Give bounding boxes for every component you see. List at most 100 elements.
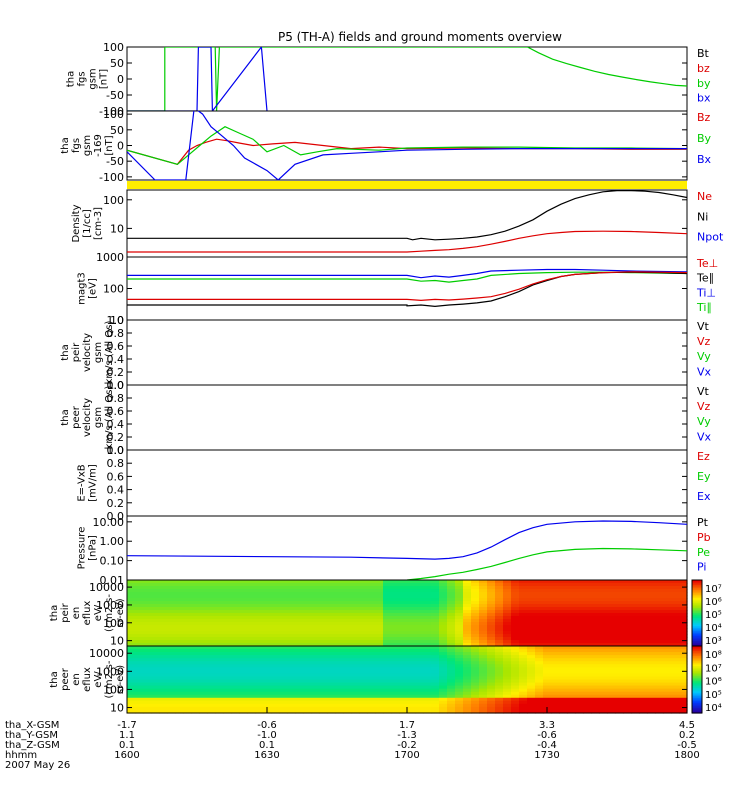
- y-tick-label: 0.4: [107, 353, 125, 366]
- spectrogram-cell: [615, 601, 624, 605]
- spectrogram-cell: [183, 595, 192, 599]
- spectrogram-cell: [543, 649, 552, 653]
- spectrogram-cell: [175, 688, 184, 693]
- spectrogram-cell: [455, 670, 464, 675]
- spectrogram-cell: [175, 604, 184, 608]
- spectrogram-cell: [399, 601, 408, 605]
- spectrogram-cell: [615, 655, 624, 659]
- y-tick-label: 0.2: [107, 366, 125, 379]
- spectrogram-cell: [607, 664, 616, 668]
- spectrogram-cell: [159, 583, 168, 587]
- spectrogram-cell: [223, 667, 232, 671]
- spectrogram-cell: [447, 616, 456, 620]
- spectrogram-cell: [519, 661, 528, 665]
- spectrogram-cell: [183, 685, 192, 690]
- series-line-Bx: [127, 111, 687, 180]
- spectrogram-cell: [583, 709, 592, 714]
- spectrogram-cell: [151, 685, 160, 690]
- colorbar-cell: [692, 617, 702, 621]
- spectrogram-cell: [671, 646, 680, 650]
- spectrogram-cell: [287, 592, 296, 596]
- spectrogram-cell: [431, 655, 440, 659]
- spectrogram-cell: [407, 676, 416, 681]
- spectrogram-cell: [327, 682, 336, 687]
- spectrogram-cell: [503, 649, 512, 653]
- spectrogram-cell: [351, 706, 360, 711]
- spectrogram-cell: [655, 604, 664, 608]
- ephemeris-value: 0.2: [679, 730, 695, 741]
- spectrogram-cell: [263, 700, 272, 705]
- colorbar-tick-label: 10⁷: [705, 663, 722, 674]
- spectrogram-cell: [311, 595, 320, 599]
- spectrogram-cell: [575, 607, 584, 611]
- series-line-bx: [127, 47, 268, 111]
- spectrogram-cell: [439, 601, 448, 605]
- spectrogram-cell: [583, 667, 592, 671]
- spectrogram-cell: [631, 673, 640, 678]
- spectrogram-cell: [287, 646, 296, 650]
- spectrogram-cell: [231, 691, 240, 696]
- spectrogram-cell: [303, 583, 312, 587]
- spectrogram-cell: [391, 694, 400, 699]
- spectrogram-cell: [223, 664, 232, 668]
- spectrogram-cell: [199, 652, 208, 656]
- spectrogram-cell: [223, 694, 232, 699]
- spectrogram-cell: [559, 619, 568, 623]
- spectrogram-cell: [519, 625, 528, 629]
- spectrogram-cell: [343, 691, 352, 696]
- spectrogram-cell: [447, 682, 456, 687]
- spectrogram-cell: [639, 589, 648, 593]
- spectrogram-cell: [279, 661, 288, 665]
- spectrogram-cell: [655, 601, 664, 605]
- spectrogram-cell: [439, 613, 448, 617]
- spectrogram-cell: [639, 703, 648, 708]
- spectrogram-cell: [479, 682, 488, 687]
- spectrogram-cell: [199, 670, 208, 675]
- spectrogram-cell: [559, 631, 568, 635]
- spectrogram-cell: [455, 667, 464, 671]
- spectrogram-cell: [535, 655, 544, 659]
- spectrogram-cell: [215, 622, 224, 626]
- spectrogram-cell: [319, 628, 328, 632]
- spectrogram-cell: [663, 586, 672, 590]
- spectrogram-cell: [319, 634, 328, 638]
- spectrogram-cell: [175, 670, 184, 675]
- spectrogram-cell: [551, 619, 560, 623]
- spectrogram-cell: [311, 688, 320, 693]
- spectrogram-cell: [367, 676, 376, 681]
- spectrogram-cell: [367, 601, 376, 605]
- ephemeris-value: 1630: [254, 750, 279, 761]
- spectrogram-cell: [367, 646, 376, 650]
- colorbar-cell: [692, 684, 702, 687]
- spectrogram-cell: [583, 640, 592, 644]
- spectrogram-cell: [655, 610, 664, 614]
- spectrogram-cell: [495, 601, 504, 605]
- spectrogram-cell: [367, 613, 376, 617]
- spectrogram-cell: [415, 706, 424, 711]
- spectrogram-cell: [423, 676, 432, 681]
- spectrogram-cell: [327, 688, 336, 693]
- spectrogram-cell: [487, 604, 496, 608]
- spectrogram-cell: [407, 688, 416, 693]
- spectrogram-cell: [631, 649, 640, 653]
- spectrogram-cell: [495, 655, 504, 659]
- spectrogram-cell: [439, 580, 448, 584]
- spectrogram-cell: [655, 586, 664, 590]
- spectrogram-cell: [247, 685, 256, 690]
- spectrogram-cell: [471, 688, 480, 693]
- spectrogram-cell: [655, 661, 664, 665]
- spectrogram-cell: [399, 628, 408, 632]
- spectrogram-cell: [279, 598, 288, 602]
- spectrogram-cell: [631, 589, 640, 593]
- spectrogram-cell: [247, 628, 256, 632]
- spectrogram-cell: [663, 658, 672, 662]
- spectrogram-cell: [223, 595, 232, 599]
- spectrogram-cell: [335, 679, 344, 684]
- spectrogram-cell: [207, 586, 216, 590]
- spectrogram-cell: [519, 637, 528, 641]
- colorbar-cell: [692, 669, 702, 672]
- spectrogram-cell: [255, 622, 264, 626]
- spectrogram-cell: [535, 586, 544, 590]
- spectrogram-cell: [127, 700, 136, 705]
